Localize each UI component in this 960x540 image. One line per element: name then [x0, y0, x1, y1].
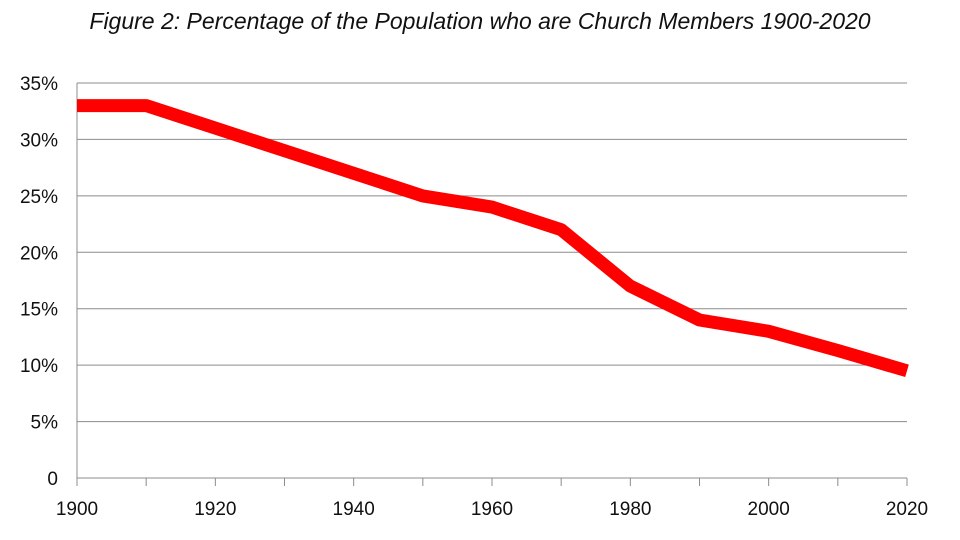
y-tick-label: 10%: [20, 356, 58, 377]
x-tick-label: 1980: [609, 499, 651, 520]
x-tick-label: 1940: [333, 499, 375, 520]
x-tick-label: 2020: [886, 499, 928, 520]
y-tick-label: 20%: [20, 243, 58, 264]
x-tick-label: 2000: [748, 499, 790, 520]
y-tick-label: 0: [47, 469, 58, 490]
y-tick-label: 35%: [20, 74, 58, 95]
x-tick-label: 1900: [56, 499, 98, 520]
x-axis-tick-labels: 1900 1920 1940 1960 1980 2000 2020: [56, 499, 928, 520]
y-tick-label: 5%: [31, 413, 59, 434]
chart-title: Figure 2: Percentage of the Population w…: [89, 8, 871, 34]
x-tick-label: 1960: [471, 499, 513, 520]
y-tick-label: 15%: [20, 300, 58, 321]
y-tick-label: 30%: [20, 130, 58, 151]
series-layer: [76, 99, 909, 378]
x-tick-label: 1920: [194, 499, 236, 520]
gridlines: [77, 82, 907, 423]
y-tick-label: 25%: [20, 187, 58, 208]
series-line: [77, 99, 909, 378]
axes: [76, 83, 908, 486]
y-axis-tick-labels: 0 5% 10% 15% 20% 25% 30% 35%: [20, 74, 58, 490]
